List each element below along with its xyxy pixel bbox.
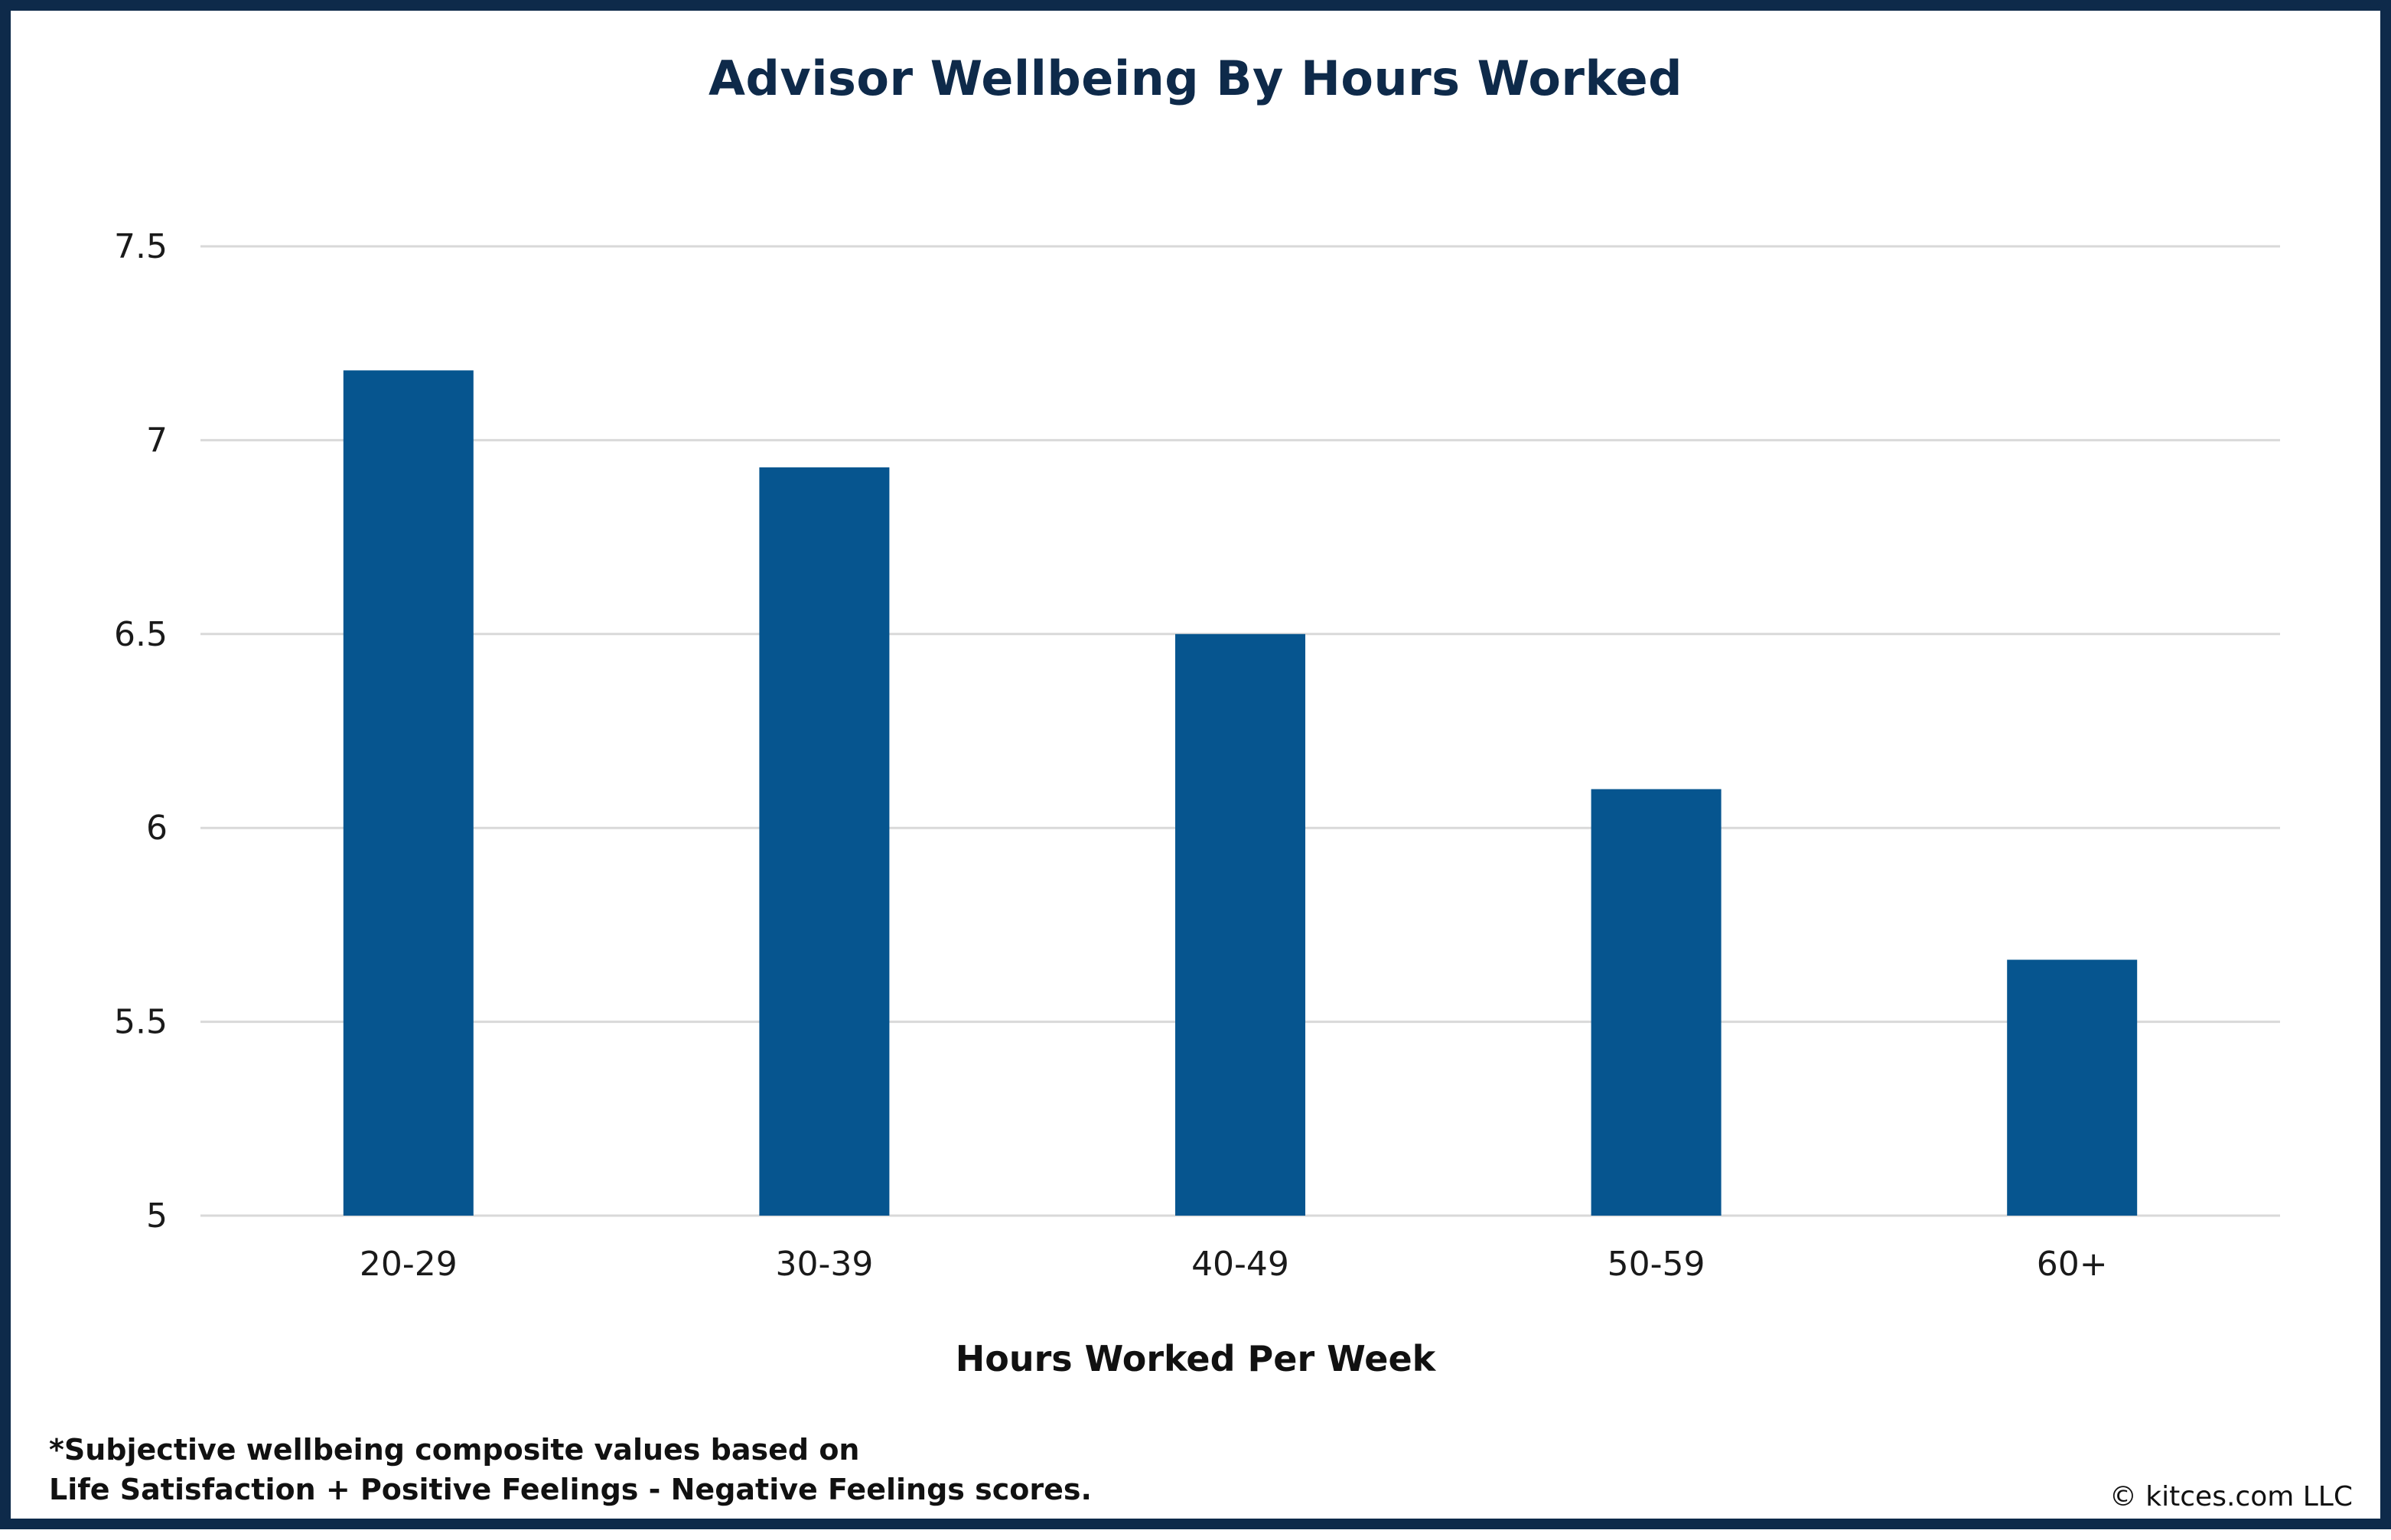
- x-axis-label: Hours Worked Per Week: [955, 1338, 1436, 1379]
- x-tick-label: 30-39: [775, 1245, 873, 1284]
- x-tick-label: 50-59: [1608, 1245, 1705, 1284]
- bar-30-39: [759, 467, 890, 1216]
- bar-chart: 5 5.5 6 6.5 7 7.5 20-29 30-39 40-49 50-59 60+: [114, 227, 2280, 1284]
- bars: [343, 370, 2138, 1216]
- footnote-line-2: Life Satisfaction + Positive Feelings - …: [49, 1473, 1092, 1506]
- chart-title: Advisor Wellbeing By Hours Worked: [709, 50, 1682, 106]
- bar-50-59: [1591, 789, 1722, 1216]
- bar-60+: [2007, 959, 2138, 1216]
- y-tick-label: 7.5: [114, 227, 168, 266]
- y-tick-label: 5: [146, 1197, 168, 1236]
- copyright-credit: © kitces.com LLC: [2109, 1481, 2353, 1512]
- bar-40-49: [1175, 633, 1305, 1216]
- y-tick-label: 6.5: [114, 615, 168, 654]
- x-axis-ticks: 20-29 30-39 40-49 50-59 60+: [360, 1245, 2108, 1284]
- footnote-line-1: *Subjective wellbeing composite values b…: [49, 1433, 860, 1467]
- y-tick-label: 5.5: [114, 1003, 168, 1042]
- x-tick-label: 20-29: [360, 1245, 458, 1284]
- x-tick-label: 40-49: [1191, 1245, 1289, 1284]
- x-tick-label: 60+: [2037, 1245, 2108, 1284]
- y-axis-ticks: 5 5.5 6 6.5 7 7.5: [114, 227, 168, 1236]
- y-tick-label: 6: [146, 809, 168, 848]
- y-tick-label: 7: [146, 421, 168, 460]
- bar-20-29: [343, 370, 474, 1216]
- footnote: *Subjective wellbeing composite values b…: [49, 1430, 1092, 1509]
